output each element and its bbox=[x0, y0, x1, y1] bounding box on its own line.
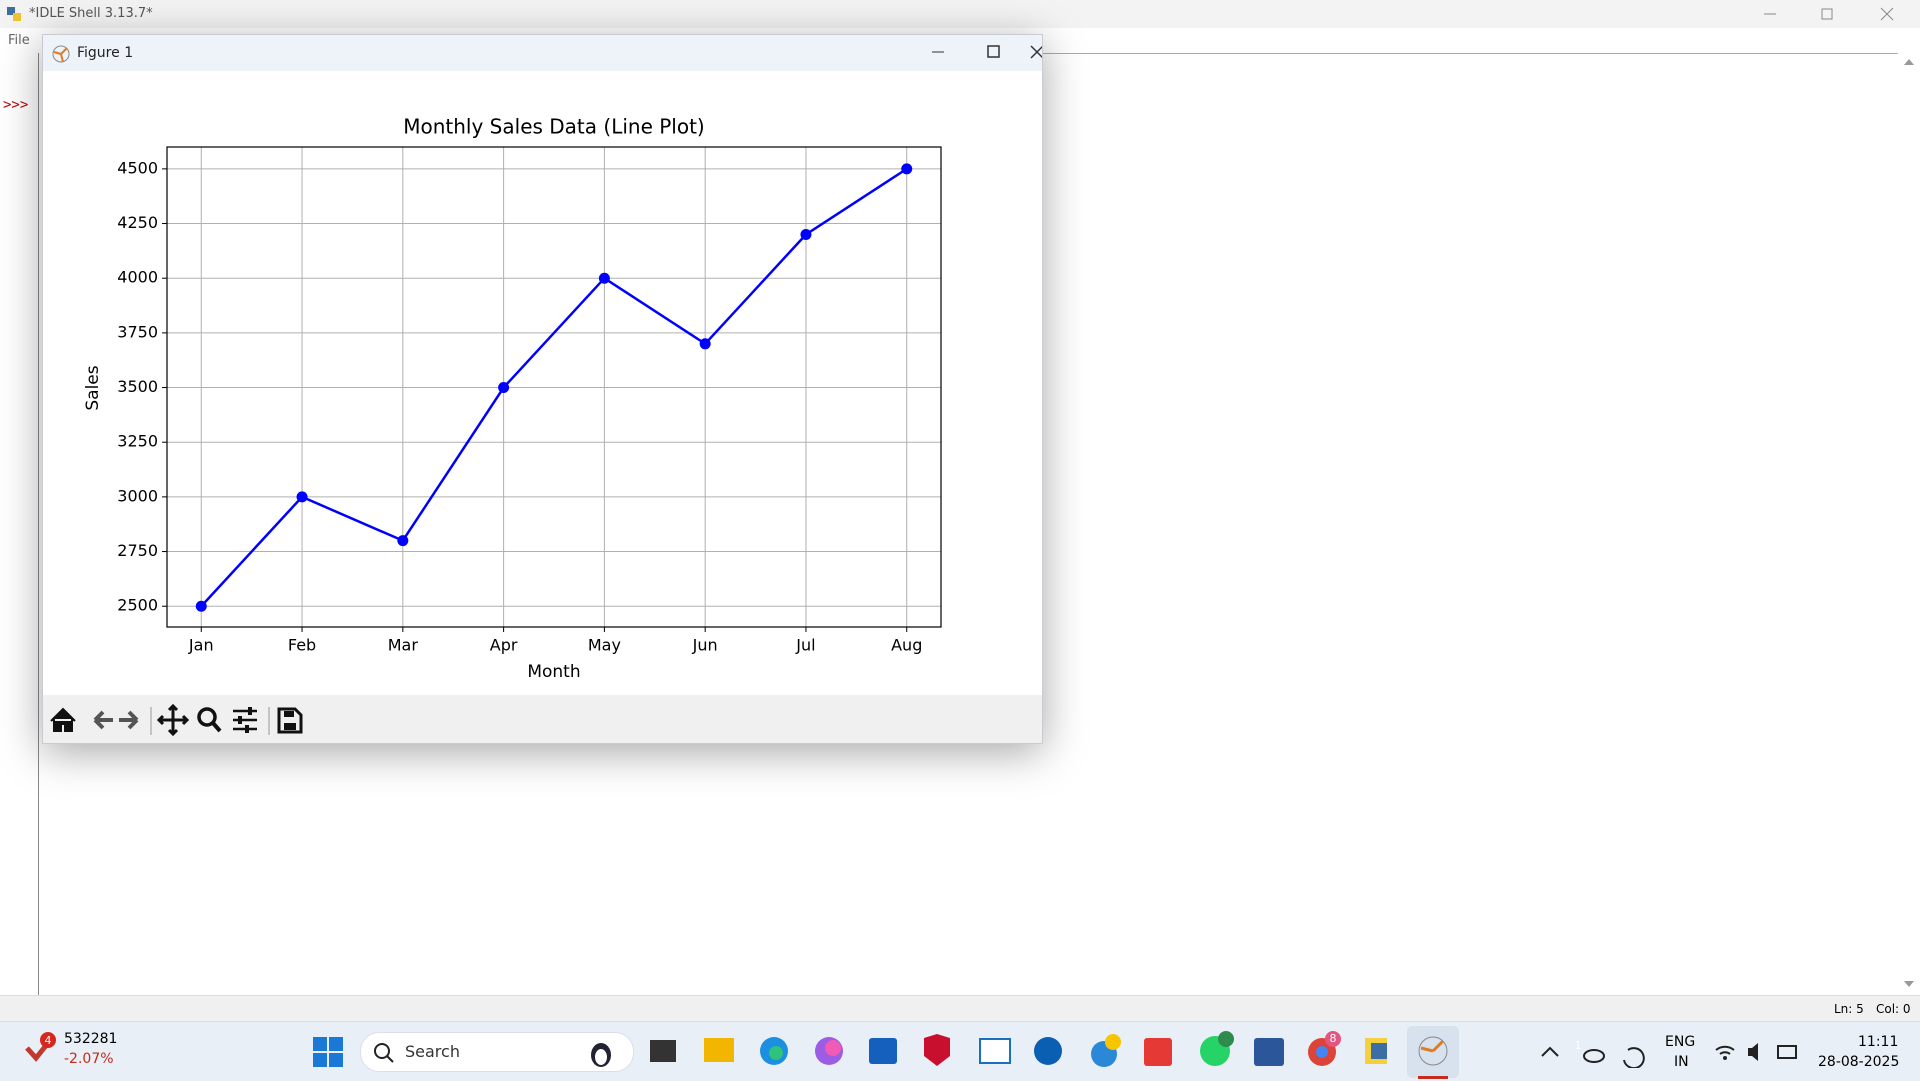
python-icon bbox=[7, 7, 21, 21]
chrome-badge: 8 bbox=[1330, 1032, 1337, 1045]
y-tick-label: 4500 bbox=[117, 158, 158, 177]
y-tick-label: 2750 bbox=[117, 541, 158, 560]
scroll-arrows bbox=[1904, 59, 1914, 987]
gutter-line bbox=[38, 53, 39, 995]
status-line: Ln: 5 bbox=[1834, 1002, 1864, 1016]
tray-icons[interactable] bbox=[1538, 1036, 1658, 1068]
x-tick-label: Mar bbox=[388, 636, 419, 655]
y-tick-label: 3250 bbox=[117, 432, 158, 451]
y-tick-label: 4000 bbox=[117, 268, 158, 287]
data-point bbox=[699, 338, 711, 350]
configure-button[interactable] bbox=[233, 707, 257, 733]
y-tick-label: 4250 bbox=[117, 213, 158, 232]
ch-badge: 8 bbox=[1330, 1032, 1337, 1045]
chart-title: Monthly Sales Data (Line Plot) bbox=[403, 115, 704, 139]
x-tick-label: Apr bbox=[490, 636, 518, 655]
data-point bbox=[498, 382, 510, 394]
whatsapp-badge: 1 bbox=[1575, 1039, 1582, 1052]
idle-title-bar: *IDLE Shell 3.13.7* bbox=[0, 0, 1920, 28]
pan-button[interactable] bbox=[156, 703, 190, 737]
home-button[interactable] bbox=[50, 707, 76, 732]
region[interactable]: IN bbox=[1674, 1054, 1689, 1070]
y-tick-label: 3750 bbox=[117, 322, 158, 341]
x-tick-label: May bbox=[588, 636, 621, 655]
menu-file[interactable]: File bbox=[8, 33, 30, 48]
search-text: Search bbox=[405, 1042, 460, 1061]
taskbar-apps[interactable] bbox=[640, 1022, 1480, 1081]
toolbar bbox=[43, 695, 1042, 743]
data-point bbox=[296, 491, 308, 503]
figure-window: Figure 1 Monthly Sales Data (Line Plot) … bbox=[42, 34, 1043, 744]
status-bar: Ln: 5 Col: 0 bbox=[0, 995, 1920, 1022]
series-line bbox=[200, 167, 908, 608]
y-tick-label: 3000 bbox=[117, 486, 158, 505]
separator bbox=[1041, 53, 1898, 54]
system-icons[interactable] bbox=[1712, 1038, 1802, 1066]
figure-controls[interactable] bbox=[878, 35, 1042, 71]
y-tick-label: 2500 bbox=[117, 596, 158, 615]
y-axis-label: Sales bbox=[83, 365, 103, 410]
figure-title-bar: Figure 1 bbox=[43, 35, 1042, 71]
clock-date[interactable]: 28-08-2025 bbox=[1818, 1054, 1900, 1070]
zoom-button[interactable] bbox=[197, 707, 222, 733]
figure-title: Figure 1 bbox=[77, 45, 134, 61]
stock-value: 532281 bbox=[64, 1031, 118, 1047]
window-controls[interactable] bbox=[1750, 0, 1920, 28]
x-tick-label: Aug bbox=[891, 636, 922, 655]
window-title: *IDLE Shell 3.13.7* bbox=[29, 6, 153, 21]
search-highlight bbox=[591, 1043, 611, 1067]
data-point bbox=[397, 535, 409, 547]
forward-button[interactable] bbox=[119, 710, 139, 730]
toolbar-icons bbox=[50, 703, 303, 737]
back-button[interactable] bbox=[93, 710, 113, 730]
axes-frame bbox=[166, 146, 942, 628]
chart: Monthly Sales Data (Line Plot) Month Sal… bbox=[83, 115, 942, 682]
data-point bbox=[800, 228, 812, 240]
status-col: Col: 0 bbox=[1876, 1002, 1911, 1016]
x-tick-label: Jan bbox=[188, 636, 214, 655]
search-icon bbox=[374, 1043, 394, 1063]
start-button[interactable] bbox=[312, 1036, 344, 1068]
stock-badge: 4 bbox=[45, 1034, 52, 1047]
clock-time[interactable]: 11:11 bbox=[1858, 1034, 1899, 1050]
scrollbar[interactable] bbox=[1898, 53, 1920, 995]
data-point bbox=[901, 163, 913, 175]
y-tick-label: 3500 bbox=[117, 377, 158, 396]
stock-icon[interactable]: 4 bbox=[24, 1032, 58, 1066]
data-point bbox=[195, 600, 207, 612]
x-tick-label: Jul bbox=[795, 636, 815, 655]
search-box[interactable]: Search bbox=[360, 1032, 634, 1072]
language[interactable]: ENG bbox=[1665, 1034, 1696, 1050]
wa-badge: 1 bbox=[1575, 1039, 1582, 1052]
x-tick-label: Jun bbox=[692, 636, 718, 655]
data-point bbox=[598, 272, 610, 284]
taskbar: 4 532281 -2.07% Search 1 8 ENG IN 11:11 … bbox=[0, 1021, 1920, 1081]
x-tick-label: Feb bbox=[288, 636, 316, 655]
mpl-icon bbox=[52, 45, 70, 63]
save-button[interactable] bbox=[277, 707, 303, 734]
stock-change: -2.07% bbox=[64, 1051, 114, 1067]
shell-prompt: >>> bbox=[3, 97, 29, 113]
x-axis-label: Month bbox=[527, 662, 580, 682]
